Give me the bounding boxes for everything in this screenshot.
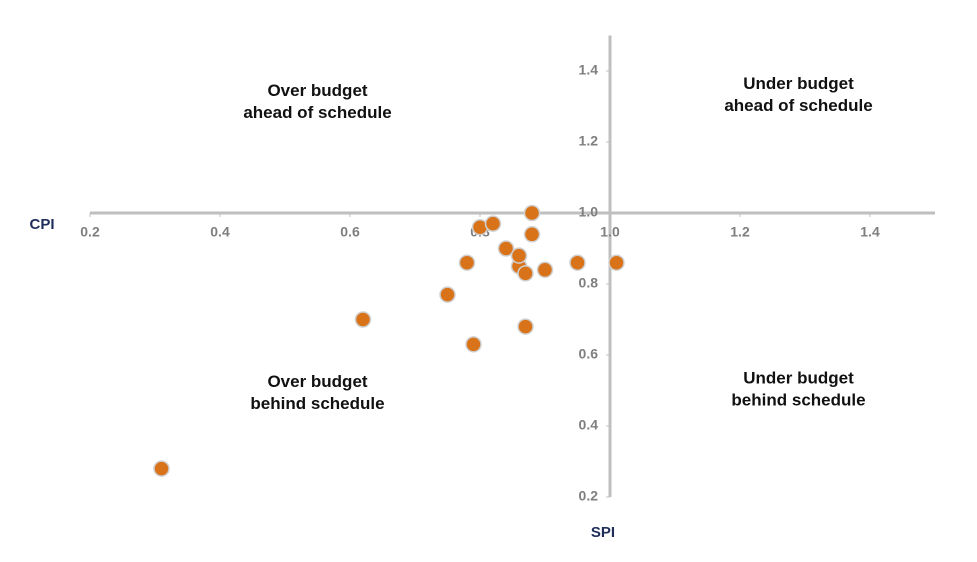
- quadrant-label-line: ahead of schedule: [724, 96, 872, 115]
- x-tick-label: 1.2: [730, 224, 750, 240]
- quadrant-label-line: ahead of schedule: [243, 103, 391, 122]
- x-tick-label: 0.4: [210, 224, 230, 240]
- quadrant-label-line: Under budget: [743, 369, 854, 388]
- quadrant-label-line: Over budget: [267, 81, 367, 100]
- point: [484, 215, 502, 232]
- x-axis-label: SPI: [591, 524, 615, 541]
- y-tick-label: 0.2: [579, 488, 599, 504]
- y-tick-label: 0.8: [579, 275, 599, 291]
- y-tick-label: 1.0: [579, 204, 599, 220]
- y-tick-label: 0.6: [579, 346, 599, 362]
- quadrant-label: Over budget ahead of schedule: [243, 81, 391, 122]
- point: [497, 240, 515, 257]
- point: [465, 336, 482, 353]
- point: [354, 311, 372, 328]
- point: [569, 254, 586, 271]
- quadrant-label: Under budget behind schedule: [731, 369, 865, 410]
- y-axis-label: CPI: [29, 216, 54, 233]
- x-tick-label: 0.2: [80, 224, 100, 240]
- quadrant-label-line: behind schedule: [731, 391, 865, 410]
- point: [458, 254, 476, 271]
- point: [517, 318, 534, 335]
- y-tick-label: 1.4: [579, 62, 599, 78]
- quadrant-label-line: Over budget: [267, 373, 367, 392]
- y-tick-label: 0.4: [579, 417, 599, 433]
- point: [517, 265, 534, 282]
- point: [439, 286, 456, 303]
- x-tick-label: 0.6: [340, 224, 360, 240]
- x-tick-label: 1.4: [860, 224, 880, 240]
- quadrant-label: Over budget behind schedule: [250, 373, 384, 414]
- point: [153, 460, 170, 477]
- point: [523, 226, 541, 243]
- quadrant-label-line: behind schedule: [250, 395, 384, 414]
- y-tick-label: 1.2: [579, 133, 599, 149]
- quadrant-label: Under budget ahead of schedule: [724, 74, 872, 115]
- point: [510, 247, 528, 264]
- x-tick-label: 1.0: [600, 224, 620, 240]
- point: [536, 261, 554, 279]
- point: [523, 204, 541, 222]
- point: [608, 254, 625, 271]
- quadrant-label-line: Under budget: [743, 74, 854, 93]
